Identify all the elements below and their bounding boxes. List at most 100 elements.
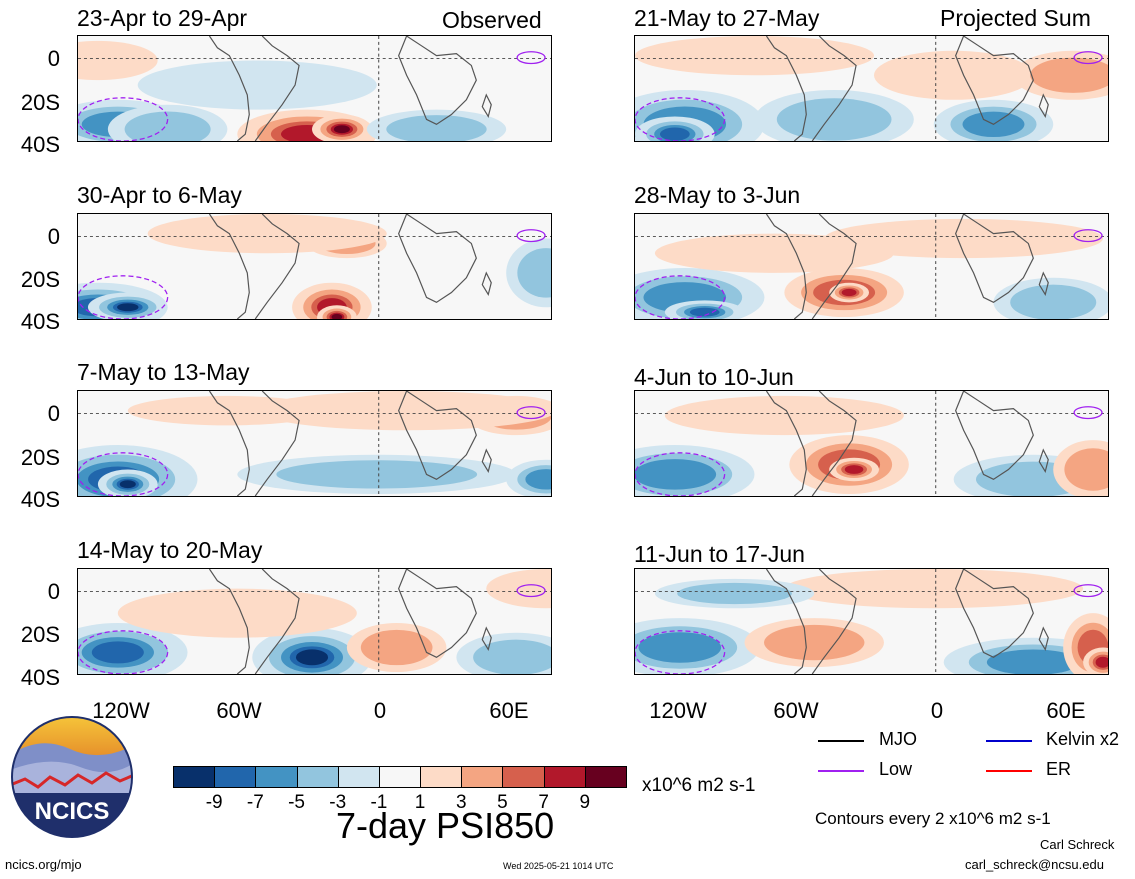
anomaly-shading	[635, 459, 717, 490]
map-panel	[634, 35, 1109, 142]
colorbar-swatch	[296, 766, 339, 788]
map-panel	[77, 35, 552, 142]
lat-label: 20S	[20, 445, 60, 470]
map-panel	[634, 568, 1109, 675]
coastline	[398, 569, 477, 658]
anomaly-shading	[1030, 57, 1108, 93]
lat-label: 40S	[20, 309, 60, 334]
anomaly-shading	[276, 460, 478, 489]
panel-title: 30-Apr to 6-May	[77, 182, 242, 208]
coastline	[811, 569, 857, 674]
anomaly-shading	[824, 218, 1104, 259]
colorbar-swatch	[255, 766, 298, 788]
coastline	[208, 214, 250, 319]
lon-label: 0	[930, 698, 944, 723]
panel-title: 21-May to 27-May	[634, 5, 820, 31]
anomaly-shading	[117, 303, 139, 312]
coastline	[254, 36, 300, 141]
anomaly-shading	[689, 307, 720, 317]
colorbar-swatch	[378, 766, 422, 788]
email[interactable]: carl_schreck@ncsu.edu	[965, 857, 1104, 872]
mjo-legend-line	[818, 740, 864, 742]
lat-label: 40S	[20, 665, 60, 690]
coastline	[254, 214, 300, 319]
low-contour	[516, 51, 546, 65]
figure-title: 7-day PSI850	[336, 805, 555, 846]
coastline	[811, 36, 857, 141]
colorbar-tick-label: 5	[497, 792, 508, 813]
ncics-logo: NCICS	[10, 715, 134, 839]
map-panel	[634, 390, 1109, 497]
coastline	[811, 214, 857, 319]
coastline	[481, 271, 492, 296]
anomaly-shading	[1010, 284, 1097, 319]
map-panel	[77, 390, 552, 497]
lat-label: 20S	[20, 267, 60, 292]
lon-label: 60W	[216, 698, 262, 723]
coastline	[955, 36, 1034, 125]
colorbar-tick-label: 9	[579, 792, 591, 813]
anomaly-shading	[257, 391, 551, 431]
coastline	[254, 569, 300, 674]
anomaly-shading	[659, 127, 690, 141]
coastline	[398, 391, 477, 480]
coastline	[1038, 93, 1049, 118]
coastline	[1038, 271, 1049, 296]
panel-title: 7-May to 13-May	[77, 359, 250, 385]
colorbar-units: x10^6 m2 s-1	[642, 775, 756, 796]
anomaly-shading	[764, 624, 865, 661]
anomaly-shading	[776, 98, 892, 141]
low-contour	[1073, 406, 1103, 420]
coastline	[398, 36, 477, 125]
coastline	[208, 391, 250, 496]
coastline	[765, 391, 807, 496]
low-contour	[635, 275, 726, 319]
lat-label: 40S	[20, 132, 60, 157]
coastline	[398, 214, 477, 303]
colorbar-swatch	[584, 766, 627, 788]
lon-label: 120W	[649, 698, 707, 723]
anomaly-shading	[137, 60, 377, 110]
anomaly-shading	[841, 288, 857, 297]
lon-label: 120W	[92, 698, 150, 723]
anomaly-shading	[473, 639, 551, 674]
lat-label: 20S	[20, 90, 60, 115]
anomaly-shading	[1095, 656, 1108, 668]
low-legend-line	[818, 770, 864, 772]
colorbar-tick-label: -1	[370, 792, 388, 813]
panel-title: 11-Jun to 17-Jun	[634, 541, 805, 567]
anomaly-shading	[844, 465, 864, 474]
lat-label: 0	[47, 46, 60, 71]
anomaly-shading	[517, 248, 551, 298]
lon-label: 60W	[773, 698, 819, 723]
anomaly-shading	[295, 649, 329, 666]
anomaly-shading	[664, 395, 904, 436]
contours-note: Contours every 2 x10^6 m2 s-1	[815, 809, 1051, 828]
colorbar-swatch	[173, 766, 216, 788]
low-contour	[516, 584, 546, 598]
coastline	[1038, 626, 1049, 651]
lat-label: 0	[47, 579, 60, 604]
anomaly-shading	[124, 111, 211, 141]
panel-title: 14-May to 20-May	[77, 537, 263, 563]
anomaly-shading	[1064, 448, 1108, 491]
anomaly-shading	[360, 629, 433, 666]
colorbar-swatch	[502, 766, 545, 788]
anomaly-shading	[677, 582, 792, 605]
site-link[interactable]: ncics.org/mjo	[5, 857, 82, 872]
colorbar-swatch	[337, 766, 380, 788]
colorbar-swatch	[214, 766, 257, 788]
low-contour	[78, 630, 169, 674]
colorbar	[173, 766, 627, 788]
colorbar-tick-label: 7	[538, 792, 549, 813]
legend-label-mjo: MJO	[879, 729, 917, 749]
projected-label: Projected Sum	[940, 5, 1091, 31]
anomaly-shading	[119, 480, 136, 489]
low-contour	[516, 406, 546, 420]
low-contour	[516, 229, 546, 243]
colorbar-swatch	[461, 766, 504, 788]
coastline	[1038, 448, 1049, 473]
lon-label: 60E	[489, 698, 529, 723]
coastline	[481, 626, 492, 651]
coastline	[765, 214, 807, 319]
